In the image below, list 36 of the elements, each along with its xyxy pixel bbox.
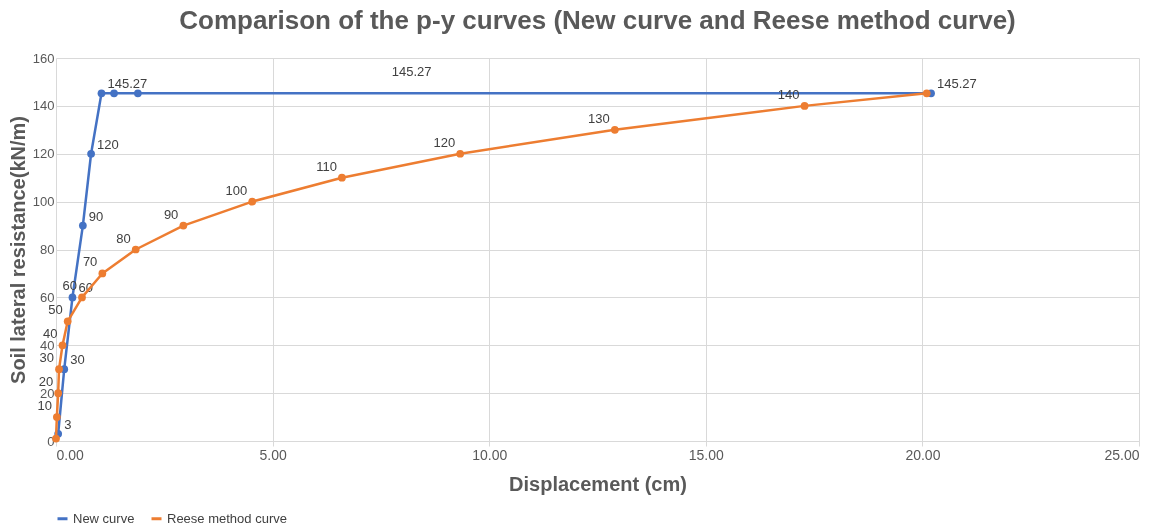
y-tick-label: 40 xyxy=(40,337,55,353)
y-tick-label: 160 xyxy=(32,50,55,66)
data-label: 80 xyxy=(116,230,131,246)
y-tick-label: 100 xyxy=(32,194,55,210)
y-tick-label: 140 xyxy=(32,98,55,114)
y-tick-label: 80 xyxy=(40,242,55,257)
data-label: 30 xyxy=(39,350,55,366)
data-label: 30 xyxy=(70,352,85,368)
data-label: 110 xyxy=(316,158,337,174)
data-label: 50 xyxy=(48,302,63,318)
data-label: 10 xyxy=(37,398,52,414)
legend-label: Reese method curve xyxy=(167,510,287,526)
x-tick-label: 5.00 xyxy=(259,446,287,463)
data-label: 120 xyxy=(97,136,119,152)
x-tick-label: 20.00 xyxy=(905,446,941,463)
data-label: 120 xyxy=(433,134,456,150)
data-label: 3 xyxy=(64,416,72,432)
data-label: 145.27 xyxy=(937,76,977,92)
chart-title: Comparison of the p-y curves (New curve and Reese method curve) xyxy=(179,5,1016,35)
legend-label: New curve xyxy=(73,510,135,526)
data-label: 90 xyxy=(163,206,179,222)
data-label: 145.27 xyxy=(107,76,148,92)
y-axis-title: Soil lateral resistance(kN/m) xyxy=(6,116,29,384)
annotation: 145.27 xyxy=(391,64,432,79)
data-label: 100 xyxy=(225,182,248,198)
data-label: 70 xyxy=(82,254,98,270)
data-label: 90 xyxy=(88,208,104,224)
y-tick-label: 60 xyxy=(40,289,55,305)
x-axis-title: Displacement (cm) xyxy=(509,472,687,495)
x-tick-label: 0.00 xyxy=(56,446,84,463)
x-tick-label: 25.00 xyxy=(1104,446,1140,463)
x-tick-label: 10.00 xyxy=(472,446,508,463)
x-tick-label: 15.00 xyxy=(688,446,725,463)
y-tick-label: 120 xyxy=(32,146,55,162)
data-label: 130 xyxy=(588,110,610,126)
y-tick-label: 20 xyxy=(40,385,55,401)
